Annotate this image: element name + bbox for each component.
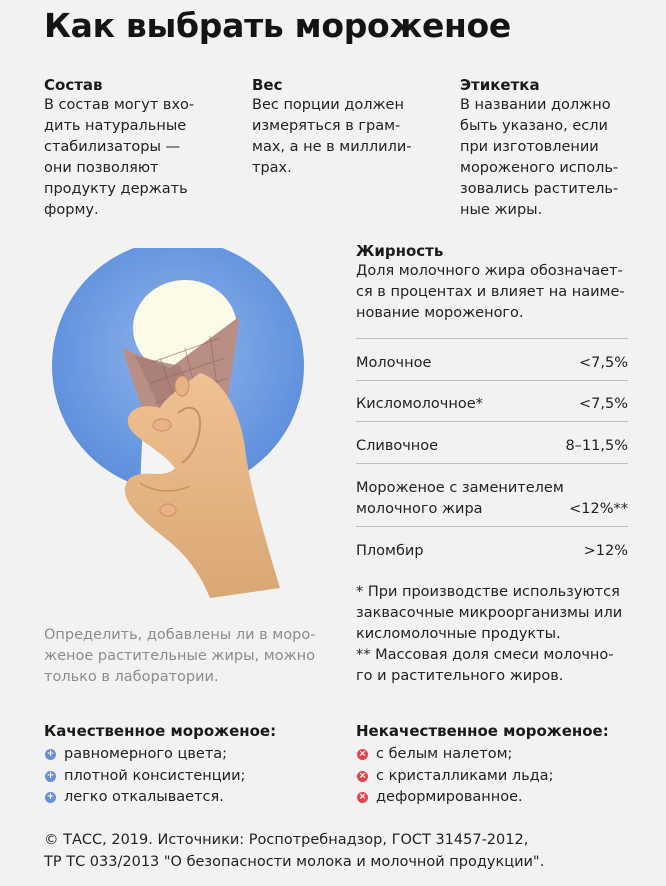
footnotes: * При производстве используются заквасоч…: [356, 582, 636, 687]
text-line: Кисломолочное*: [356, 396, 483, 412]
list-item: × деформированное.: [356, 787, 609, 809]
list-item-text: с кристалликами льда;: [376, 767, 554, 784]
text-line: стабилизаторы —: [44, 139, 181, 155]
footnote-line: заквасочные микроорганизмы или: [356, 605, 623, 621]
footer-line: © ТАСС, 2019. Источники: Роспотребнадзор…: [44, 832, 529, 848]
text-line: В названии должно: [460, 97, 611, 113]
composition-block: Состав В состав могут вхо- дить натураль…: [44, 75, 214, 221]
plus-icon: +: [45, 770, 56, 782]
list-item: × с кристалликами льда;: [356, 766, 609, 788]
text-line: быть указано, если: [460, 118, 608, 134]
quality-heading: Качественное мороженое:: [44, 722, 277, 740]
page-title: Как выбрать мороженое: [44, 6, 511, 45]
plus-icon: +: [45, 792, 56, 804]
text-line: В состав могут вхо-: [44, 97, 195, 113]
row-name: Мороженое с заменителем молочного жира: [356, 478, 564, 520]
footnote-line: кисломолочные продукты.: [356, 626, 561, 642]
weight-text: Вес порции должен измеряться в грам- мах…: [252, 95, 432, 179]
list-item: + плотной консистенции;: [44, 766, 276, 788]
fat-table: Молочное <7,5% Кисломолочное* <7,5% Слив…: [356, 338, 628, 568]
list-item-text: легко откалывается.: [64, 789, 224, 805]
text-line: зовались раститель-: [460, 181, 619, 197]
list-item-text: плотной консистенции;: [64, 767, 246, 784]
footer-line: ТР ТС 033/2013 "О безопасности молока и …: [44, 854, 545, 870]
text-line: Мороженое с заменителем: [356, 480, 564, 496]
text-line: измеряться в грам-: [252, 118, 401, 134]
list-item-text: с белым налетом;: [376, 746, 513, 762]
quality-list: Качественное мороженое: + равномерного цв…: [44, 721, 276, 809]
text-line: продукту держать: [44, 181, 188, 197]
list-item: × с белым налетом;: [356, 744, 609, 766]
weight-block: Вес Вес порции должен измеряться в грам-…: [252, 75, 432, 179]
text-line: только в лаборатории.: [44, 669, 219, 685]
list-item-text: деформированное.: [376, 789, 523, 805]
table-row: Пломбир >12%: [356, 526, 628, 568]
label-heading: Этикетка: [460, 76, 540, 94]
label-text: В названии должно быть указано, если при…: [460, 95, 640, 221]
footnote-line: го и растительного жиров.: [356, 668, 564, 684]
composition-text: В состав могут вхо- дить натуральные ста…: [44, 95, 214, 221]
text-line: они позволяют: [44, 160, 159, 176]
text-line: женое растительные жиры, можно: [44, 648, 316, 664]
poor-quality-list: Некачественное мороженое: × с белым налет…: [356, 721, 609, 809]
fat-heading: Жирность: [356, 242, 444, 260]
row-name: Сливочное: [356, 436, 438, 457]
table-row: Сливочное 8–11,5%: [356, 421, 628, 463]
label-block: Этикетка В названии должно быть указано,…: [460, 75, 640, 221]
text-line: Сливочное: [356, 438, 439, 454]
table-row: Мороженое с заменителем молочного жира <…: [356, 463, 628, 526]
list-item: + легко откалывается.: [44, 787, 276, 809]
text-line: ные жиры.: [460, 202, 543, 218]
cross-icon: ×: [357, 792, 368, 804]
table-row: Кисломолочное* <7,5%: [356, 380, 628, 421]
text-line: дить натуральные: [44, 118, 187, 134]
row-value: <7,5%: [579, 396, 628, 412]
text-line: нование мороженого.: [356, 305, 524, 321]
cross-icon: ×: [357, 770, 368, 782]
text-line: мах, а не в миллили-: [252, 139, 412, 155]
fat-description: Доля молочного жира обозначает- ся в про…: [356, 261, 631, 324]
text-line: Пломбир: [356, 543, 424, 559]
row-name: Молочное: [356, 353, 431, 374]
row-name: Пломбир: [356, 541, 424, 562]
table-row: Молочное <7,5%: [356, 338, 628, 380]
cross-icon: ×: [357, 749, 368, 761]
row-value: 8–11,5%: [565, 438, 628, 454]
row-value: <7,5%: [579, 355, 628, 371]
text-line: Молочное: [356, 355, 432, 371]
footer-sources: © ТАСС, 2019. Источники: Роспотребнадзор…: [44, 829, 544, 873]
text-line: молочного жира: [356, 501, 483, 517]
weight-heading: Вес: [252, 76, 283, 94]
poor-quality-heading: Некачественное мороженое:: [356, 722, 609, 740]
text-line: Определить, добавлены ли в моро-: [44, 627, 316, 643]
plus-icon: +: [45, 749, 56, 761]
text-line: Вес порции должен: [252, 97, 404, 113]
composition-heading: Состав: [44, 76, 103, 94]
row-name: Кисломолочное*: [356, 394, 483, 415]
list-item-text: равномерного цвета;: [64, 746, 228, 762]
text-line: мороженого исполь-: [460, 160, 619, 176]
text-line: при изготовлении: [460, 139, 599, 155]
hand: [124, 373, 280, 598]
row-value: <12%**: [569, 501, 628, 517]
row-value: >12%: [583, 543, 628, 559]
text-line: форму.: [44, 202, 99, 218]
fat-content-block: Жирность Доля молочного жира обозначает-…: [356, 241, 631, 324]
lab-note: Определить, добавлены ли в моро- женое р…: [44, 625, 324, 688]
list-item: + равномерного цвета;: [44, 744, 276, 766]
ice-cream-cone-illustration: [52, 248, 304, 598]
text-line: трах.: [252, 160, 292, 176]
text-line: Доля молочного жира обозначает-: [356, 263, 623, 279]
footnote-line: ** Массовая доля смеси молочно-: [356, 647, 614, 663]
footnote-line: * При производстве используются: [356, 584, 620, 600]
text-line: ся в процентах и влияет на наиме-: [356, 284, 625, 300]
